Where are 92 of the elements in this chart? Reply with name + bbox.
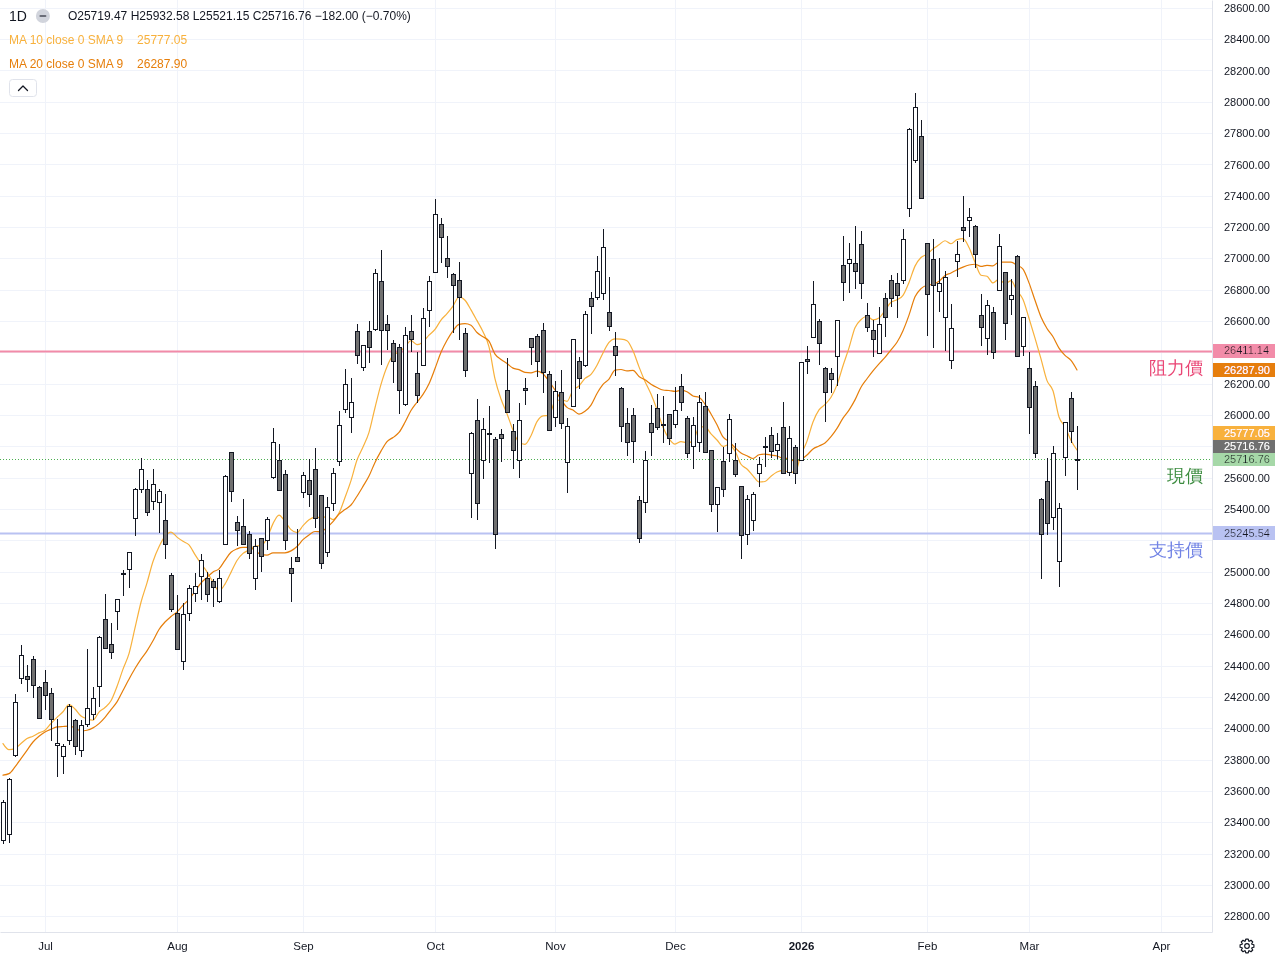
y-tick-label: 24200.00: [1224, 691, 1270, 704]
candlestick: [607, 276, 612, 332]
candlestick: [55, 718, 60, 778]
y-tick-label: 24400.00: [1224, 659, 1270, 672]
y-tick-label: 25600.00: [1224, 471, 1270, 484]
candlestick: [961, 195, 966, 243]
candlestick: [973, 224, 978, 269]
x-tick-label: Dec: [665, 940, 686, 953]
candlestick: [493, 436, 498, 550]
candlestick: [805, 345, 810, 375]
candlestick: [427, 275, 432, 328]
candlestick: [421, 307, 426, 367]
y-tick-label: 25000.00: [1224, 565, 1270, 578]
y-tick-label: 26800.00: [1224, 283, 1270, 296]
candlestick: [733, 442, 738, 478]
x-tick-label: Nov: [545, 940, 566, 953]
candlestick: [199, 553, 204, 601]
ref-line-label: 阻力價: [1149, 357, 1203, 378]
candlestick: [757, 456, 762, 488]
candlestick: [1075, 425, 1080, 491]
y-tick-label: 23000.00: [1224, 879, 1270, 892]
y-tick-label: 28400.00: [1224, 33, 1270, 46]
y-tick-label: 28600.00: [1224, 1, 1270, 14]
candlestick: [613, 331, 618, 377]
y-tick-label: 27800.00: [1224, 127, 1270, 140]
x-tick-label: Sep: [293, 940, 314, 953]
candlestick: [127, 551, 132, 589]
candlestick: [865, 302, 870, 333]
x-tick-label: Oct: [426, 940, 446, 953]
y-tick-label: 27600.00: [1224, 158, 1270, 171]
candlestick: [589, 291, 594, 335]
y-tick-label: 23200.00: [1224, 847, 1270, 860]
text: 25777.05: [1224, 427, 1270, 440]
x-tick-label: Mar: [1019, 940, 1040, 953]
y-tick-label: 26287.90: [1224, 363, 1270, 376]
y-tick-label: 26600.00: [1224, 315, 1270, 328]
annotation: 26287.90: [137, 57, 188, 71]
y-tick-label: 27200.00: [1224, 221, 1270, 234]
text: MA 10 close 0 SMA 9: [9, 33, 124, 47]
candlestick: [901, 228, 906, 285]
candlestick: [835, 319, 840, 387]
x-tick-label: Jul: [38, 940, 53, 953]
candlestick: [337, 410, 342, 467]
y-tick-label: 24600.00: [1224, 628, 1270, 641]
text: O25719.47 H25932.58 L25521.15 C25716.76 −182.00 (−0.70%): [67, 9, 411, 23]
candlestick: [949, 303, 954, 370]
candlestick: [289, 556, 294, 603]
y-tick-label: 26000.00: [1224, 409, 1270, 422]
y-tick-label: 23800.00: [1224, 753, 1270, 766]
candlestick: [955, 240, 960, 278]
ref-line-label: 支持價: [1149, 540, 1203, 561]
y-tick-label: 28000.00: [1224, 95, 1270, 108]
candlestick: [121, 569, 126, 597]
annotation: 25777.05: [137, 33, 188, 47]
y-tick-label: 22800.00: [1224, 910, 1270, 923]
y-tick-label: 26411.14: [1224, 344, 1270, 357]
y-tick-label: 25400.00: [1224, 503, 1270, 516]
text: MA 20 close 0 SMA 9: [9, 57, 124, 71]
candlestick: [679, 373, 684, 412]
candlestick: [727, 413, 732, 463]
candlestick: [505, 357, 510, 413]
y-tick-label: 24800.00: [1224, 597, 1270, 610]
candlestick: [13, 693, 18, 758]
x-tick-label: Feb: [917, 940, 938, 953]
candlestick: [967, 207, 972, 238]
candlestick: [295, 528, 300, 563]
y-tick-label: 27000.00: [1224, 252, 1270, 265]
candlestick: [499, 428, 504, 463]
y-tick-label: 23400.00: [1224, 816, 1270, 829]
candlestick: [61, 743, 66, 775]
x-tick-label: 2026: [788, 940, 815, 953]
y-tick-label: 23600.00: [1224, 785, 1270, 798]
candlestick: [565, 417, 570, 494]
candlestick: [445, 235, 450, 279]
candlestick: [115, 598, 120, 631]
x-tick-label: Apr: [1152, 940, 1171, 953]
candlestick: [523, 377, 528, 406]
text: 1D: [9, 8, 27, 24]
y-tick-label: 28200.00: [1224, 64, 1270, 77]
candlestick: [169, 572, 174, 613]
candlestick: [463, 327, 468, 378]
y-tick-label: 26200.00: [1224, 377, 1270, 390]
candlestick: [331, 467, 336, 512]
ref-line-label: 現價: [1167, 466, 1203, 487]
x-tick-label: Aug: [167, 940, 188, 953]
candlestick: [415, 351, 420, 404]
y-tick-label: 25716.76: [1224, 452, 1270, 465]
y-tick-label: 24000.00: [1224, 722, 1270, 735]
y-tick-label: 25245.54: [1224, 526, 1270, 539]
y-tick-label: 27400.00: [1224, 189, 1270, 202]
candlestick: [841, 235, 846, 302]
candlestick: [163, 493, 168, 560]
